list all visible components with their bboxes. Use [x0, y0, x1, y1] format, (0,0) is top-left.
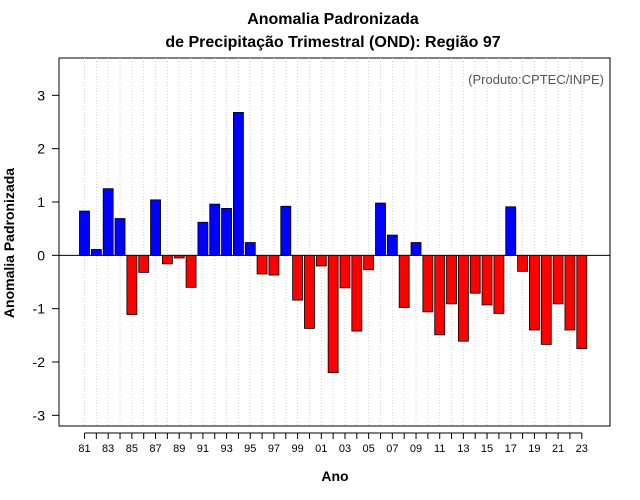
bar-2018: [517, 254, 528, 272]
bar-1981: [79, 210, 90, 256]
bar-1986: [138, 254, 150, 273]
bar-2020: [540, 254, 552, 345]
bar-1984: [114, 218, 126, 256]
x-tick-label: 15: [481, 443, 493, 455]
x-tick-label: 89: [173, 443, 185, 455]
x-tick-label: 07: [386, 443, 398, 455]
bar-2014: [469, 254, 481, 294]
chart-title-line2: de Precipitação Trimestral (OND): Região…: [165, 34, 500, 51]
bar-1991: [197, 221, 209, 256]
x-tick-label: 81: [78, 443, 90, 455]
y-axis-title: Anomalia Padronizada: [1, 168, 17, 318]
x-tick-label: 97: [268, 443, 280, 455]
bar-2002: [327, 254, 339, 374]
x-tick-label: 05: [363, 443, 375, 455]
x-tick-label: 03: [339, 443, 351, 455]
x-tick-label: 83: [102, 443, 114, 455]
x-tick-label: 17: [505, 443, 517, 455]
x-tick-label: 21: [552, 443, 564, 455]
bar-2010: [422, 254, 434, 313]
bar-1983: [102, 188, 114, 256]
x-tick-label: 85: [126, 443, 138, 455]
bar-1995: [244, 242, 256, 256]
bar-1994: [233, 112, 244, 256]
x-tick-label: 13: [457, 443, 469, 455]
bar-2003: [339, 254, 351, 289]
x-tick-label: 93: [220, 443, 232, 455]
y-tick-label: 1: [37, 194, 45, 210]
x-tick-label: 87: [149, 443, 161, 455]
bar-2000: [304, 254, 315, 329]
chart-title-line1: Anomalia Padronizada: [247, 11, 419, 28]
bar-2007: [386, 234, 398, 256]
bar-2023: [576, 254, 588, 350]
x-tick-label: 91: [197, 443, 209, 455]
bar-2021: [552, 254, 564, 305]
gridlines: [84, 58, 583, 426]
bar-1987: [150, 199, 161, 256]
bar-1998: [280, 205, 292, 256]
bar-2015: [481, 254, 493, 306]
x-tick-label: 09: [410, 443, 422, 455]
x-tick-label: 01: [315, 443, 327, 455]
y-tick-label: -1: [33, 301, 46, 317]
bar-2022: [564, 254, 576, 331]
credit-label: (Produto:CPTEC/INPE): [468, 72, 604, 87]
bar-1988: [161, 254, 173, 265]
bar-1993: [221, 207, 232, 256]
bar-1999: [292, 254, 304, 301]
bar-2016: [493, 254, 505, 314]
y-axis: -3 -2 -1 0 1 2 3: [33, 87, 59, 423]
x-axis: 81 83 85 87 89 91 93 95 97 99 01 03 05 07 09 11 13 15 17 19…: [78, 432, 588, 455]
x-tick-label: 19: [528, 443, 540, 455]
bar-1990: [185, 254, 197, 288]
x-tick-label: 99: [291, 443, 303, 455]
y-tick-label: -2: [33, 354, 46, 370]
bar-1992: [209, 203, 221, 256]
y-tick-label: -3: [33, 407, 46, 423]
bar-2012: [446, 254, 457, 305]
bar-2017: [505, 206, 517, 256]
bar-2009: [410, 242, 422, 256]
x-axis-title: Ano: [321, 468, 348, 484]
bar-1996: [256, 254, 268, 275]
x-tick-label: 23: [576, 443, 588, 455]
bar-2005: [363, 254, 375, 271]
y-tick-label: 3: [37, 87, 45, 103]
bar-2006: [375, 202, 386, 256]
x-tick-label: 11: [434, 443, 445, 455]
plot-area-border: [58, 57, 611, 427]
y-tick-label: 0: [37, 247, 45, 263]
bar-2013: [457, 254, 469, 342]
bar-1985: [126, 254, 138, 315]
bar-2019: [529, 254, 540, 331]
bar-2001: [315, 254, 327, 267]
bar-1982: [90, 249, 102, 256]
bar-1997: [268, 254, 280, 276]
x-tick-label: 95: [244, 443, 256, 455]
bars: [79, 112, 588, 374]
bar-2008: [398, 254, 410, 308]
y-tick-label: 2: [37, 141, 45, 157]
bar-2004: [351, 254, 363, 332]
bar-1989: [173, 254, 185, 259]
bar-2011: [434, 254, 446, 336]
